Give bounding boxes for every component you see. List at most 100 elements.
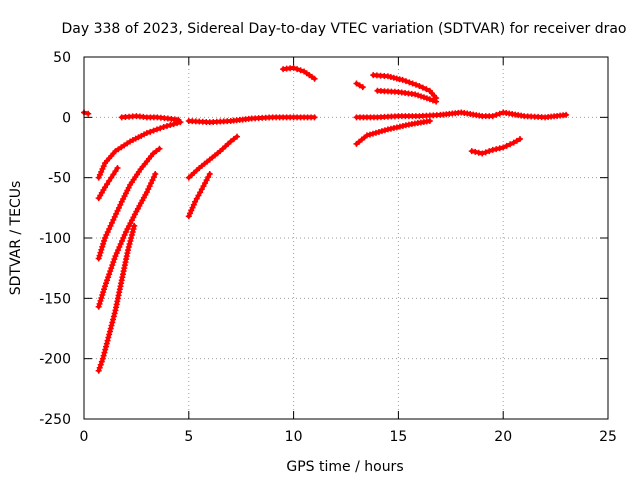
series-arc-14 (374, 87, 440, 105)
data-point (96, 364, 103, 371)
data-point (503, 142, 510, 149)
series-arc-9 (185, 171, 213, 220)
data-point (472, 148, 479, 155)
data-point (112, 253, 119, 260)
data-point (107, 268, 114, 275)
data-point (426, 96, 433, 103)
data-point (423, 86, 430, 93)
data-point (164, 123, 171, 130)
x-tick-label: 5 (184, 429, 193, 445)
data-point (103, 280, 110, 287)
data-point (100, 289, 107, 296)
y-axis-label: SDTVAR / TECUs (8, 181, 24, 296)
data-point (102, 346, 109, 353)
data-point (95, 303, 102, 310)
data-point (99, 243, 106, 250)
data-point (115, 247, 122, 254)
y-tick-label: 50 (53, 50, 71, 66)
data-point (234, 133, 241, 140)
data-point (359, 84, 366, 91)
data-point (156, 145, 163, 152)
axis-ticks: 0 5 10 15 20 25 -250 -200 -150 -100 -50 0 50 (39, 50, 617, 445)
data-point (112, 168, 119, 175)
data-point (103, 231, 110, 238)
data-point (205, 174, 212, 181)
data-point (117, 241, 124, 248)
data-point (103, 343, 110, 350)
data-point (125, 244, 132, 251)
data-point (106, 331, 113, 338)
data-point (106, 177, 113, 184)
data-point (110, 171, 117, 178)
x-tick-label: 15 (389, 429, 407, 445)
data-point (110, 316, 117, 323)
data-point (195, 192, 202, 199)
data-point (150, 127, 157, 134)
data-point (108, 265, 115, 272)
data-point (378, 128, 385, 135)
data-point (412, 91, 419, 98)
data-point (510, 139, 517, 146)
series-arc-8 (185, 133, 241, 181)
data-point (500, 144, 507, 151)
data-point (150, 150, 157, 157)
data-point (101, 349, 108, 356)
data-point (107, 325, 114, 332)
data-point (429, 97, 436, 104)
data-point (198, 186, 205, 193)
data-point (413, 81, 420, 88)
data-point (111, 310, 118, 317)
data-point (101, 286, 108, 293)
data-point (125, 247, 132, 254)
data-point (104, 181, 111, 188)
data-point (116, 244, 123, 251)
data-point (131, 222, 138, 229)
data-point (104, 337, 111, 344)
data-point (206, 171, 213, 178)
data-point (203, 177, 210, 184)
data-point (95, 367, 102, 374)
data-point (402, 78, 409, 85)
data-point (108, 219, 115, 226)
series-arc-12 (353, 80, 366, 91)
data-point (143, 189, 150, 196)
series-arc-10 (185, 114, 318, 126)
data-point (98, 246, 105, 253)
data-point (372, 129, 379, 136)
data-point (516, 136, 523, 143)
data-point (150, 174, 157, 181)
series-arc-15 (353, 109, 570, 121)
data-point (129, 228, 136, 235)
data-point (486, 148, 493, 155)
series-arc-13 (370, 72, 440, 102)
chart-title: Day 338 of 2023, Sidereal Day-to-day VTE… (61, 21, 626, 37)
data-point (363, 132, 370, 139)
data-point (143, 130, 150, 137)
y-tick-label: -50 (48, 171, 71, 187)
data-point (416, 82, 423, 89)
data-point (193, 195, 200, 202)
series-arc-7 (118, 113, 182, 123)
data-point (103, 340, 110, 347)
data-point (113, 210, 120, 217)
data-point (85, 110, 92, 117)
data-point (493, 111, 500, 118)
x-tick-label: 10 (285, 429, 303, 445)
data-point (105, 334, 112, 341)
data-point (115, 204, 122, 211)
data-point (489, 113, 496, 120)
data-point (101, 184, 108, 191)
data-point (513, 137, 520, 144)
data-point (98, 294, 105, 301)
data-point (110, 216, 117, 223)
data-point (202, 180, 209, 187)
data-point (420, 94, 427, 101)
series-arc-16 (353, 117, 433, 147)
data-point (101, 283, 108, 290)
series-arc-2 (95, 119, 184, 181)
data-point (197, 189, 204, 196)
data-point (100, 352, 107, 359)
data-point (563, 111, 570, 118)
data-point (127, 238, 134, 245)
data-point (108, 174, 115, 181)
